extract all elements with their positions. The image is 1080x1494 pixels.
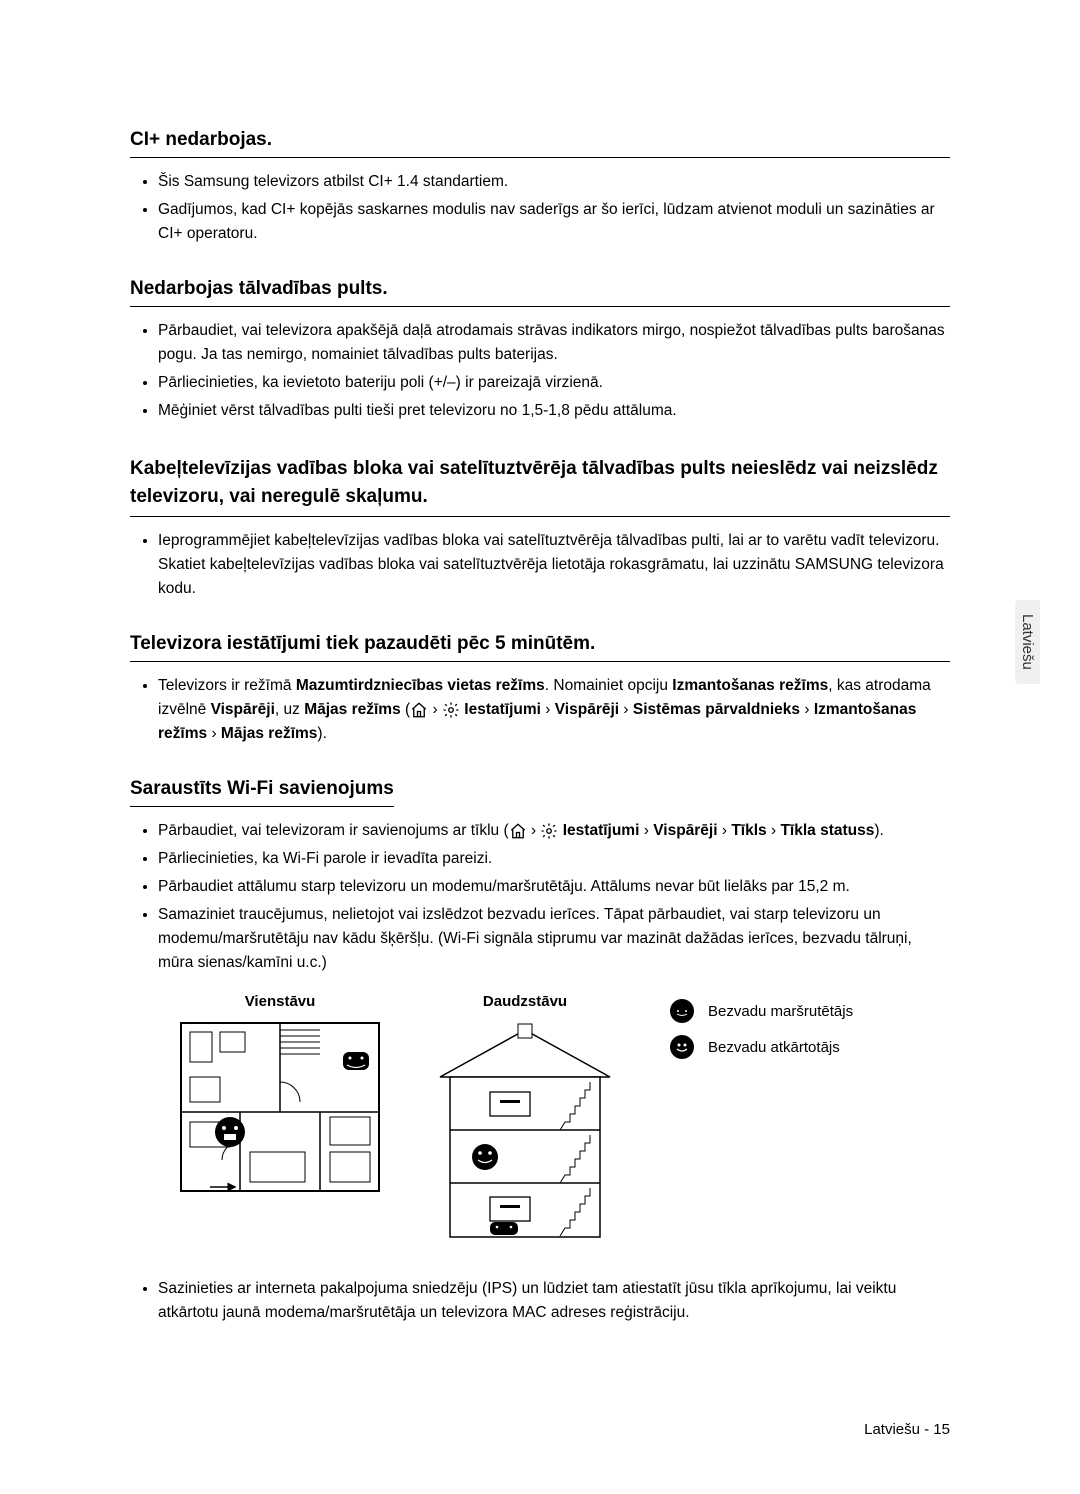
language-tab: Latviešu — [1015, 600, 1040, 684]
gear-icon — [442, 701, 460, 719]
home-icon — [509, 822, 527, 840]
bold-text: Vispārēji — [555, 701, 619, 718]
heading-cable: Kabeļtelevīzijas vadības bloka vai satel… — [130, 455, 950, 517]
list-item: Pārliecinieties, ka Wi-Fi parole ir ieva… — [158, 847, 950, 871]
router-icon — [670, 999, 694, 1023]
heading-remote: Nedarbojas tālvadības pults. — [130, 278, 950, 307]
list-settings-lost: Televizors ir režīmā Mazumtirdzniecības … — [130, 674, 950, 746]
legend-label: Bezvadu maršrutētājs — [708, 1003, 853, 1020]
text: , uz — [275, 701, 304, 718]
diagram-legend: Bezvadu maršrutētājs Bezvadu atkārtotājs — [670, 999, 853, 1071]
home-icon — [410, 701, 428, 719]
list-ci: Šis Samsung televizors atbilst CI+ 1.4 s… — [130, 170, 950, 246]
list-item: Sazinieties ar interneta pakalpojuma sni… — [158, 1277, 950, 1325]
list-item: Gadījumos, kad CI+ kopējās saskarnes mod… — [158, 198, 950, 246]
list-item: Pārbaudiet attālumu starp televizoru un … — [158, 875, 950, 899]
text: . Nomainiet opciju — [545, 677, 673, 694]
text: Pārbaudiet, vai televizoram ir savienoju… — [158, 822, 509, 839]
list-item: Pārbaudiet, vai televizora apakšējā daļā… — [158, 319, 950, 367]
bold-text: Mazumtirdzniecības vietas režīms — [296, 677, 545, 694]
heading-wifi: Saraustīts Wi-Fi savienojums — [130, 778, 394, 807]
diagram-label-multi: Daudzstāvu — [430, 993, 620, 1010]
bold-text: Mājas režīms — [304, 701, 401, 718]
list-remote: Pārbaudiet, vai televizora apakšējā daļā… — [130, 319, 950, 423]
list-item: Šis Samsung televizors atbilst CI+ 1.4 s… — [158, 170, 950, 194]
diagram-row: Vienstāvu — [180, 993, 950, 1247]
text: Televizors ir režīmā — [158, 677, 296, 694]
list-item: Samaziniet traucējumus, nelietojot vai i… — [158, 903, 950, 975]
bold-text: Vispārēji — [211, 701, 275, 718]
bold-text: Sistēmas pārvaldnieks — [633, 701, 800, 718]
heading-ci: CI+ nedarbojas. — [130, 129, 950, 158]
heading-settings-lost: Televizora iestātījumi tiek pazaudēti pē… — [130, 633, 950, 662]
list-cable: Ieprogrammējiet kabeļtelevīzijas vadības… — [130, 529, 950, 601]
bold-text: Tīkla statuss — [780, 822, 874, 839]
bold-text: Iestatījumi — [464, 701, 541, 718]
floorplan-multi-icon — [430, 1022, 620, 1242]
page-footer: Latviešu - 15 — [864, 1421, 950, 1438]
legend-router: Bezvadu maršrutētājs — [670, 999, 853, 1023]
floorplan-single-icon — [180, 1022, 380, 1192]
diagram-single-story: Vienstāvu — [180, 993, 380, 1197]
diagram-label-single: Vienstāvu — [180, 993, 380, 1010]
gear-icon — [540, 822, 558, 840]
text: ). — [874, 822, 883, 839]
legend-repeater: Bezvadu atkārtotājs — [670, 1035, 853, 1059]
list-item: Mēģiniet vērst tālvadības pulti tieši pr… — [158, 399, 950, 423]
repeater-icon — [670, 1035, 694, 1059]
bold-text: Tīkls — [731, 822, 766, 839]
list-wifi-final: Sazinieties ar interneta pakalpojuma sni… — [130, 1277, 950, 1325]
bold-text: Vispārēji — [653, 822, 717, 839]
list-item: Pārbaudiet, vai televizoram ir savienoju… — [158, 819, 950, 843]
list-wifi: Pārbaudiet, vai televizoram ir savienoju… — [130, 819, 950, 975]
bold-text: Iestatījumi — [563, 822, 640, 839]
list-item: Pārliecinieties, ka ievietoto bateriju p… — [158, 371, 950, 395]
list-item: Televizors ir režīmā Mazumtirdzniecības … — [158, 674, 950, 746]
legend-label: Bezvadu atkārtotājs — [708, 1039, 840, 1056]
text: ). — [317, 725, 326, 742]
bold-text: Mājas režīms — [221, 725, 318, 742]
bold-text: Izmantošanas režīms — [672, 677, 828, 694]
diagram-multi-story: Daudzstāvu — [430, 993, 620, 1247]
list-item: Ieprogrammējiet kabeļtelevīzijas vadības… — [158, 529, 950, 601]
